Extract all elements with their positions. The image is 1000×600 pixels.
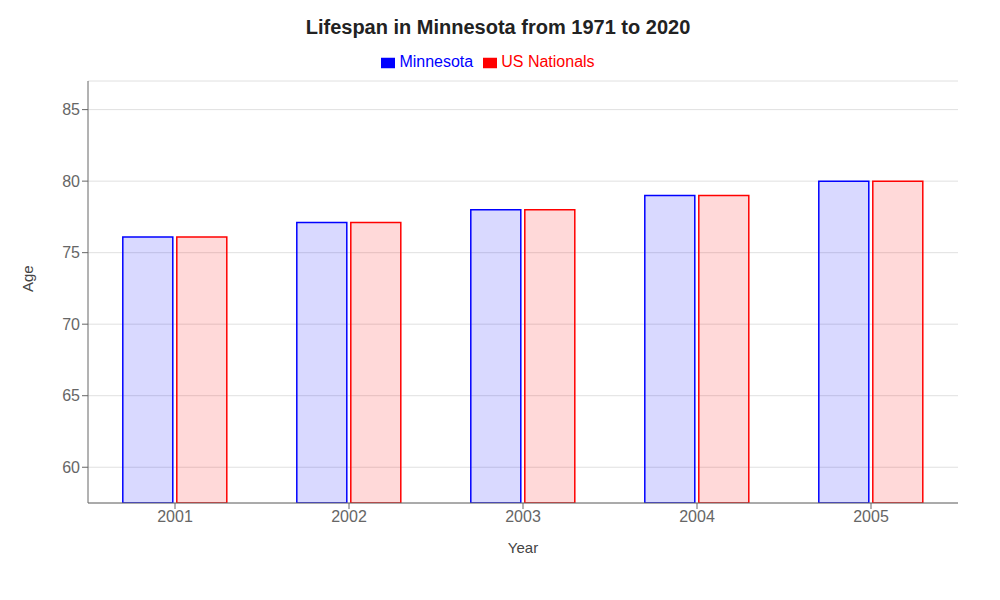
html-text:US Nationals: US Nationals (501, 53, 595, 70)
svg-text:2003: 2003 (505, 508, 541, 525)
svg-text:2004: 2004 (679, 508, 715, 525)
svg-text:60: 60 (62, 459, 80, 476)
svg-text:65: 65 (62, 387, 80, 404)
svg-text:2002: 2002 (331, 508, 367, 525)
svg-text:70: 70 (62, 316, 80, 333)
svg-text:85: 85 (62, 101, 80, 118)
svg-text:2005: 2005 (853, 508, 889, 525)
svg-text:80: 80 (62, 173, 80, 190)
svg-text:Age: Age (19, 265, 36, 292)
svg-text:75: 75 (62, 244, 80, 261)
svg-text:Year: Year (508, 539, 538, 556)
html-text:Lifespan in Minnesota from 197: Lifespan in Minnesota from 1971 to 2020 (305, 16, 691, 38)
svg-text:2001: 2001 (157, 508, 193, 525)
html-text:Minnesota: Minnesota (399, 53, 474, 70)
